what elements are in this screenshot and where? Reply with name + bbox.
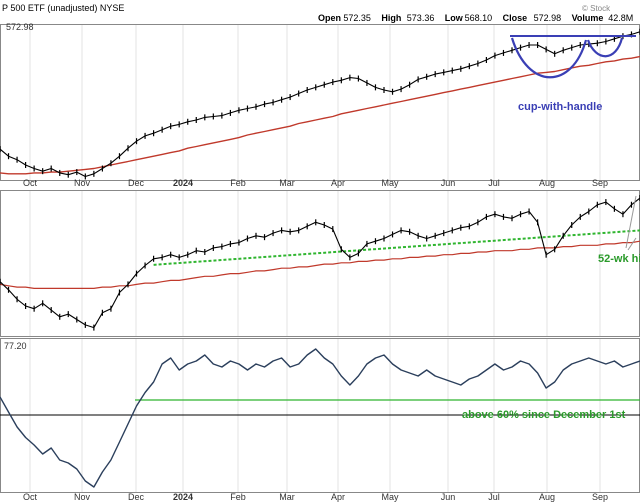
oscillator-panel: 77.20 above 60% since December 1st Oct No…: [0, 339, 640, 502]
relative-line: [0, 195, 640, 331]
x-tick-9: Jul: [488, 492, 500, 502]
panel-frames: [0, 24, 640, 493]
x-tick-4: Feb: [230, 178, 246, 188]
ohlc-readout: Open 572.35 High 573.36 Low 568.10 Close 572.98…: [318, 13, 633, 23]
sma-series: [0, 55, 640, 175]
ohlc-value-0: 572.35: [343, 13, 371, 23]
relative-sma-series: [0, 240, 640, 289]
ohlc-value-3: 572.98: [534, 13, 562, 23]
price-series: [0, 31, 640, 178]
high-callout: [625, 195, 637, 251]
relative-series: [0, 197, 640, 329]
relative-sma-line: [0, 240, 640, 289]
x-tick-2: Dec: [128, 178, 145, 188]
x-tick-8: Jun: [441, 178, 456, 188]
price-grid: [29, 25, 601, 180]
cup-with-handle-annotation: cup-with-handle: [518, 101, 602, 113]
x-tick-2: Dec: [128, 492, 145, 502]
callout-line-a: [625, 195, 637, 249]
panel-frame-1: [0, 190, 640, 337]
relative-grid: [29, 191, 601, 336]
x-tick-10: Aug: [539, 178, 555, 188]
x-tick-11: Sep: [592, 492, 608, 502]
x-tick-3: 2024: [173, 492, 193, 502]
ohlc-label-1: High: [381, 13, 401, 23]
x-tick-10: Aug: [539, 492, 555, 502]
cup-with-handle-drawing: [510, 35, 636, 79]
trendline-segment: [153, 229, 640, 266]
handle-arc: [586, 37, 624, 58]
52-week-high-annotation: 52-wk hi: [598, 253, 640, 265]
x-tick-7: May: [381, 178, 399, 188]
x-tick-6: Apr: [331, 492, 345, 502]
relative-panel: 52-wk hi: [0, 191, 640, 336]
price-line: [0, 28, 640, 180]
ohlc-label-4: Volume: [572, 13, 604, 23]
oscillator-value-label: 77.20: [4, 341, 27, 351]
callout-line-b: [627, 237, 637, 251]
chart-title: P 500 ETF (unadjusted) NYSE: [2, 3, 124, 13]
x-tick-0: Oct: [23, 178, 38, 188]
x-tick-11: Sep: [592, 178, 608, 188]
x-tick-1: Nov: [74, 178, 91, 188]
ohlc-value-1: 573.36: [407, 13, 435, 23]
oscillator-line: [0, 348, 640, 488]
chart-header: P 500 ETF (unadjusted) NYSE © Stock Open…: [2, 3, 633, 23]
price-x-ticks: Oct Nov Dec 2024 Feb Mar Apr May Jun Jul Aug Sep: [23, 178, 608, 188]
watermark: © Stock: [582, 4, 611, 13]
oscillator-series: [0, 348, 640, 488]
price-panel: 572.98 cup-with-handle Oct Nov Dec 2024 Feb M…: [0, 22, 640, 188]
ohlc-value-4: 42.8M: [608, 13, 633, 23]
ohlc-label-2: Low: [445, 13, 464, 23]
x-tick-9: Jul: [488, 178, 500, 188]
cup-arc: [510, 37, 588, 79]
ohlc-value-2: 568.10: [465, 13, 493, 23]
x-tick-5: Mar: [279, 178, 295, 188]
price-sma-line: [0, 55, 640, 175]
relative-trendline: [153, 229, 640, 266]
x-tick-8: Jun: [441, 492, 456, 502]
price-value-label: 572.98: [6, 22, 34, 32]
x-tick-3: 2024: [173, 178, 193, 188]
oscillator-x-ticks: Oct Nov Dec 2024 Feb Mar Apr May Jun Jul Aug Sep: [23, 492, 608, 502]
oscillator-reference-lines: [0, 399, 640, 416]
x-tick-6: Apr: [331, 178, 345, 188]
x-tick-0: Oct: [23, 492, 38, 502]
x-tick-4: Feb: [230, 492, 246, 502]
ohlc-label-3: Close: [503, 13, 528, 23]
above-60-annotation: above 60% since December 1st: [462, 409, 626, 421]
ohlc-label-0: Open: [318, 13, 341, 23]
x-tick-1: Nov: [74, 492, 91, 502]
x-tick-7: May: [381, 492, 399, 502]
x-tick-5: Mar: [279, 492, 295, 502]
